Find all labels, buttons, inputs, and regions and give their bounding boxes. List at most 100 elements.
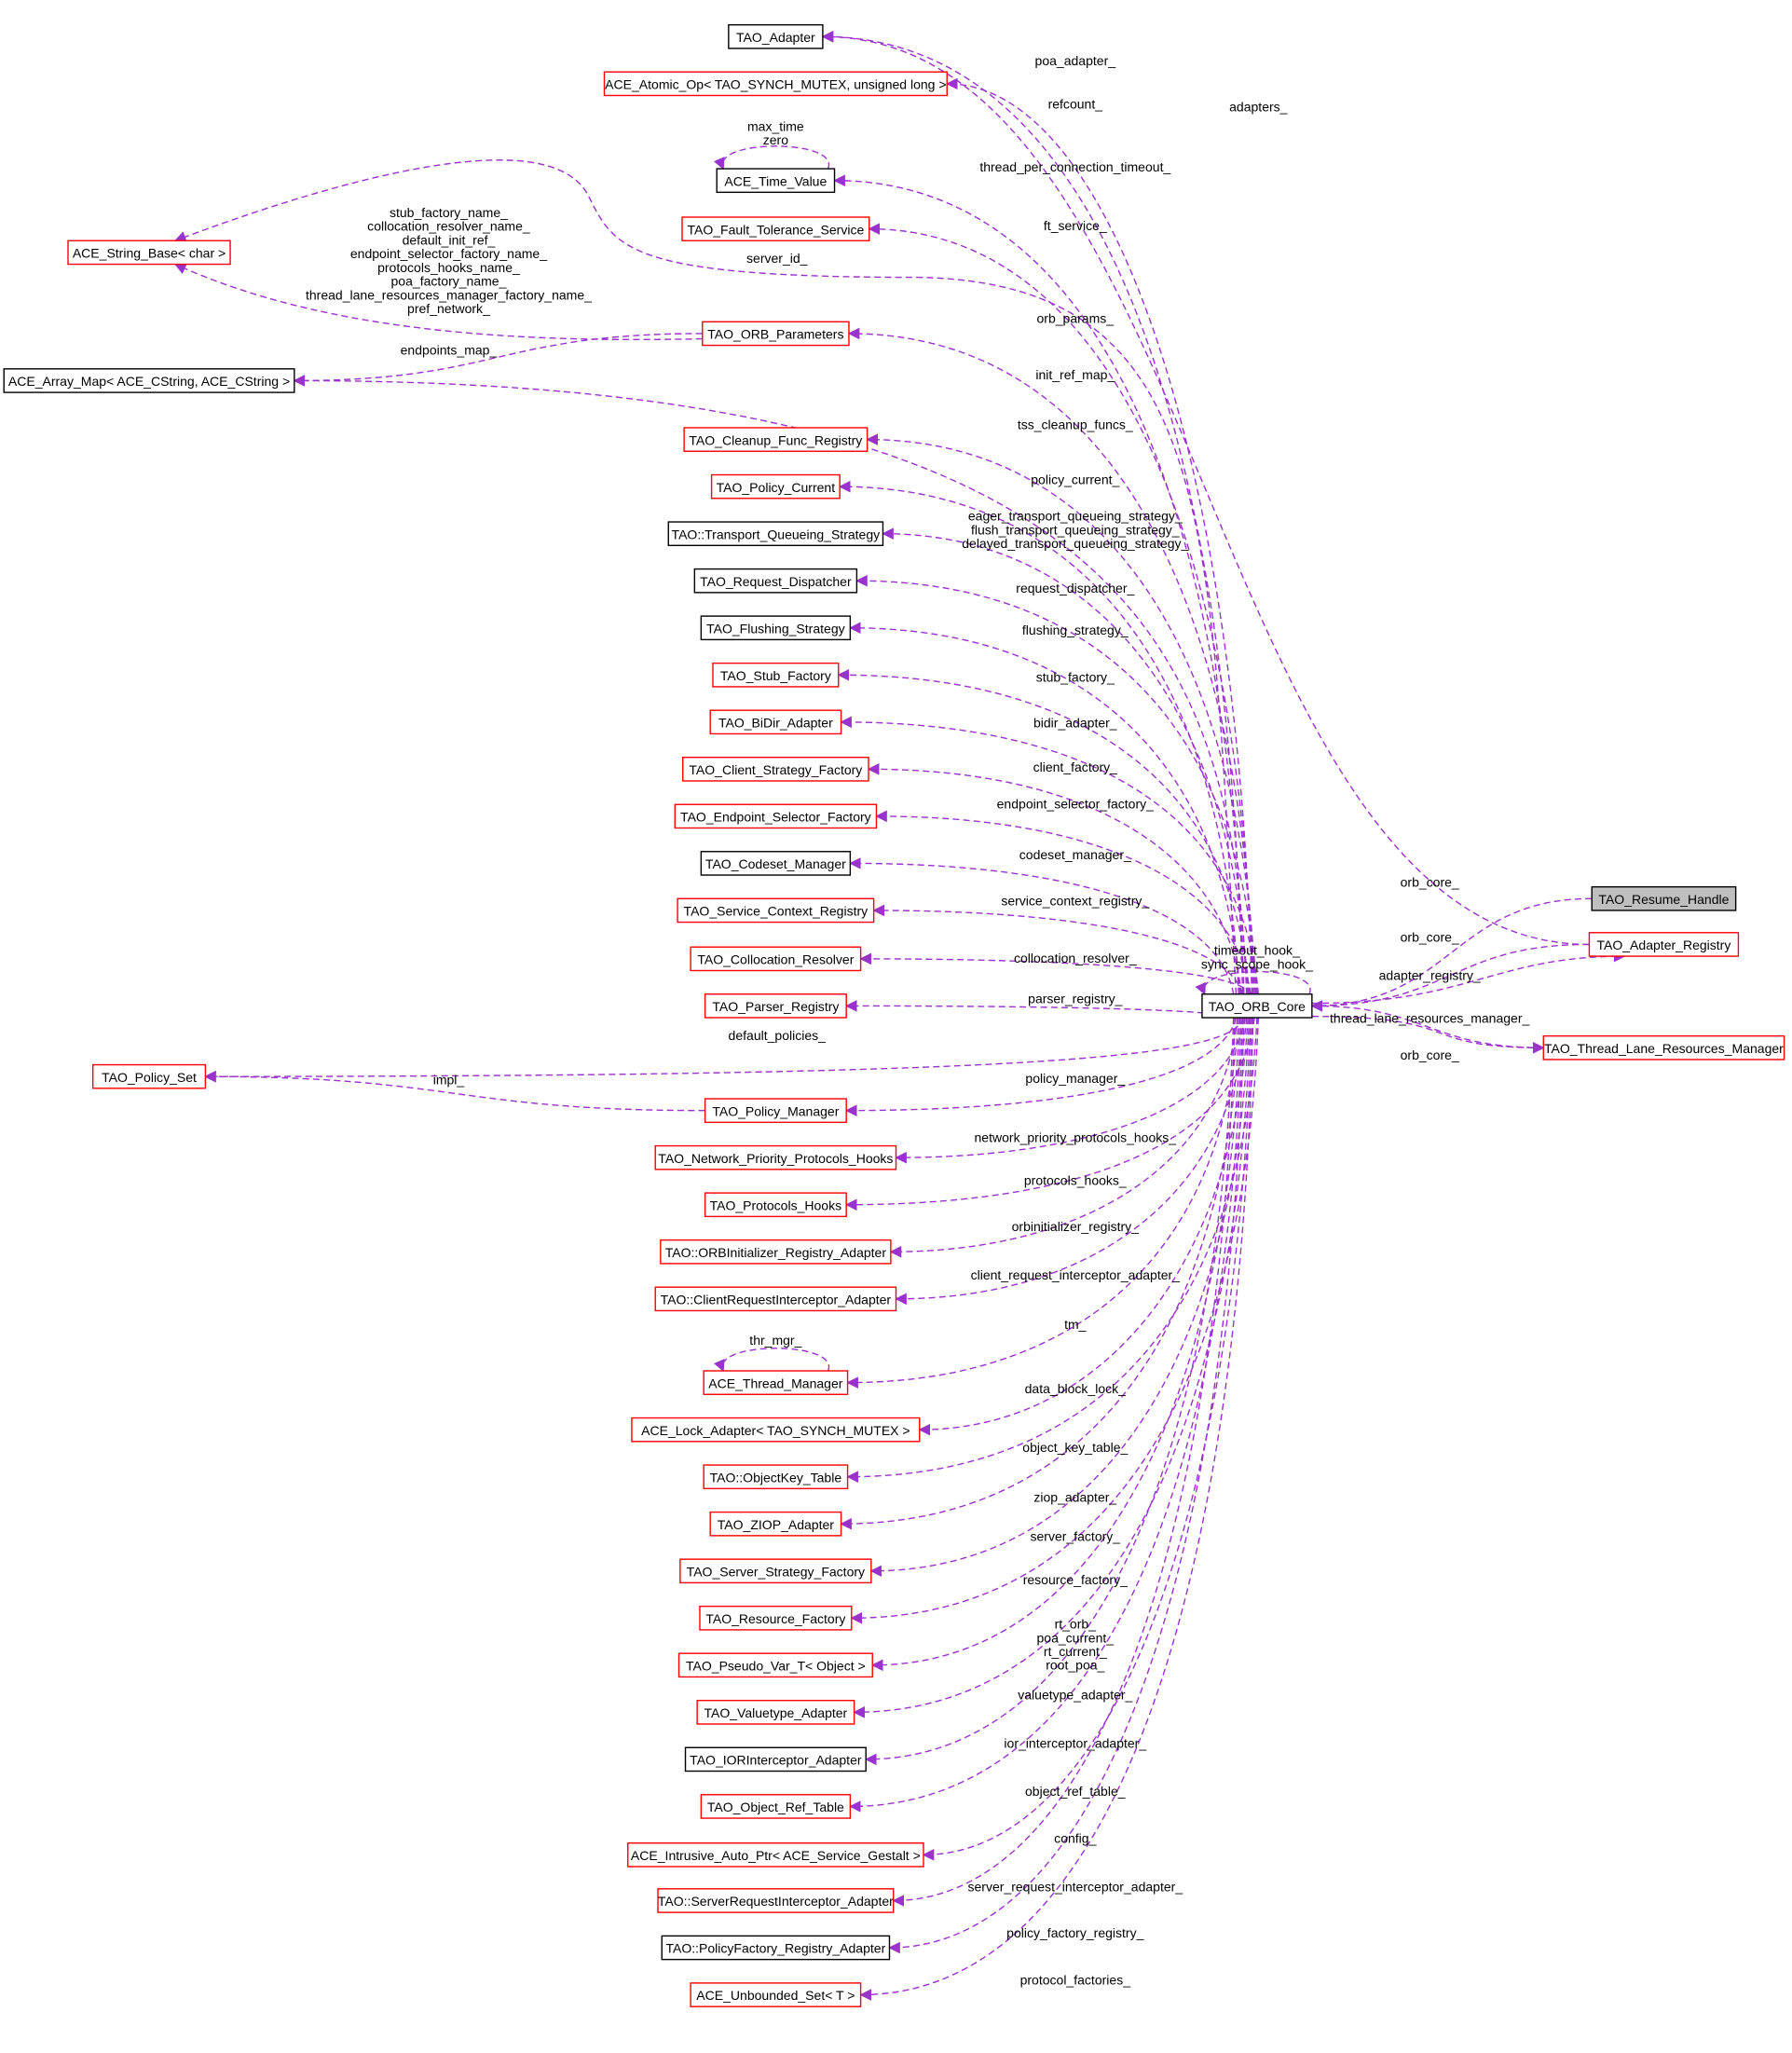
edge-label: orb_params_ <box>1037 311 1115 326</box>
class-node-resume[interactable]: TAO_Resume_Handle <box>1591 885 1737 911</box>
association-edge <box>847 327 1255 994</box>
class-node-flushing[interactable]: TAO_Flushing_Strategy <box>700 615 852 641</box>
association-edge <box>1310 1000 1544 1049</box>
class-node-ziop[interactable]: TAO_ZIOP_Adapter <box>709 1511 842 1537</box>
class-box <box>1201 993 1313 1019</box>
association-edge <box>173 159 1238 994</box>
association-edge <box>1311 1015 1545 1054</box>
class-node-parser[interactable]: TAO_Parser_Registry <box>704 993 847 1019</box>
class-node-threadmgr[interactable]: ACE_Thread_Manager <box>703 1370 849 1395</box>
class-box <box>1542 1034 1785 1061</box>
class-node-iorint[interactable]: TAO_IORInterceptor_Adapter <box>684 1746 867 1772</box>
class-box <box>677 1652 873 1678</box>
association-edge <box>844 1017 1238 1116</box>
edge-label: default_init_ref_ <box>403 232 496 247</box>
class-node-lockadapter[interactable]: ACE_Lock_Adapter< TAO_SYNCH_MUTEX > <box>631 1417 921 1443</box>
edge-label: thread_lane_resources_manager_ <box>1330 1011 1529 1026</box>
association-edge <box>859 952 1252 995</box>
class-name: ACE_Time_Value <box>724 173 827 188</box>
association-edge <box>293 333 703 387</box>
class-node-valuetype[interactable]: TAO_Valuetype_Adapter <box>696 1700 855 1725</box>
class-box <box>91 1063 207 1089</box>
edge-label: protocols_hooks_ <box>1024 1173 1127 1188</box>
class-name: ACE_Thread_Manager <box>708 1376 842 1390</box>
class-box <box>699 1605 853 1631</box>
class-name: TAO_Adapter <box>736 30 815 45</box>
class-node-serverstrat[interactable]: TAO_Server_Strategy_Factory <box>679 1558 872 1584</box>
class-node-svcctx[interactable]: TAO_Service_Context_Registry <box>677 897 875 924</box>
class-name: TAO_Policy_Set <box>102 1070 197 1085</box>
edge-label: codeset_manager_ <box>1019 847 1131 862</box>
class-node-policyfactory[interactable]: TAO::PolicyFactory_Registry_Adapter <box>661 1935 891 1961</box>
class-name: TAO::ClientRequestInterceptor_Adapter <box>661 1293 892 1307</box>
class-name: TAO_Collocation_Resolver <box>697 952 854 967</box>
edge-label: impl_ <box>433 1073 465 1088</box>
class-name: TAO_Fault_Tolerance_Service <box>687 222 864 237</box>
class-node-intrusive[interactable]: ACE_Intrusive_Auto_Ptr< ACE_Service_Gest… <box>627 1842 924 1868</box>
class-node-adapterreg[interactable]: TAO_Adapter_Registry <box>1588 932 1740 957</box>
class-node-clientreq[interactable]: TAO::ClientRequestInterceptor_Adapter <box>654 1286 897 1312</box>
class-node-policyset[interactable]: TAO_Policy_Set <box>91 1063 207 1089</box>
class-node-objkey[interactable]: TAO::ObjectKey_Table <box>703 1464 849 1490</box>
class-node-bidir[interactable]: TAO_BiDir_Adapter <box>709 709 842 735</box>
class-node-orbparams[interactable]: TAO_ORB_Parameters <box>702 321 850 347</box>
association-edge <box>849 1018 1244 1813</box>
class-node-codeset[interactable]: TAO_Codeset_Manager <box>700 851 852 876</box>
class-node-policycurrent[interactable]: TAO_Policy_Current <box>710 473 841 500</box>
association-edge <box>1310 897 1593 1012</box>
edge-label: server_id_ <box>746 251 808 266</box>
class-node-colloc[interactable]: TAO_Collocation_Resolver <box>690 946 862 972</box>
class-node-objref[interactable]: TAO_Object_Ref_Table <box>700 1794 852 1819</box>
class-node-endpointsel[interactable]: TAO_Endpoint_Selector_Factory <box>674 803 878 829</box>
class-name: TAO_Pseudo_Var_T< Object > <box>686 1659 866 1674</box>
class-box <box>677 897 875 924</box>
class-node-orbinit[interactable]: TAO::ORBInitializer_Registry_Adapter <box>660 1239 892 1265</box>
class-box <box>709 709 842 735</box>
class-node-timevalue[interactable]: ACE_Time_Value <box>716 168 836 194</box>
class-node-tlrm[interactable]: TAO_Thread_Lane_Resources_Manager <box>1542 1034 1785 1061</box>
class-node-clientstrat[interactable]: TAO_Client_Strategy_Factory <box>682 757 869 782</box>
class-name: TAO_Parser_Registry <box>712 999 839 1014</box>
edge-label: valuetype_adapter_ <box>1018 1687 1132 1702</box>
class-node-stringbase[interactable]: ACE_String_Base< char > <box>67 240 231 266</box>
class-box <box>693 568 858 594</box>
class-node-serverreq[interactable]: TAO::ServerRequestInterceptor_Adapter <box>657 1888 895 1913</box>
class-node-atomic[interactable]: ACE_Atomic_Op< TAO_SYNCH_MUTEX, unsigned… <box>603 71 948 97</box>
edge-label: resource_factory_ <box>1023 1572 1128 1587</box>
edge-label: thr_mgr_ <box>749 1333 801 1348</box>
class-node-reqdisp[interactable]: TAO_Request_Dispatcher <box>693 568 858 594</box>
class-node-stubfactory[interactable]: TAO_Stub_Factory <box>712 662 840 688</box>
association-edge <box>867 763 1242 994</box>
class-box <box>681 216 870 241</box>
class-name: TAO_Thread_Lane_Resources_Manager <box>1544 1041 1784 1056</box>
edge-label: object_key_table_ <box>1022 1440 1128 1455</box>
class-node-policymgr[interactable]: TAO_Policy_Manager <box>704 1098 847 1124</box>
class-name: TAO_Resume_Handle <box>1598 892 1729 907</box>
class-node-unbounded[interactable]: ACE_Unbounded_Set< T > <box>690 1982 862 2007</box>
class-box <box>683 427 869 452</box>
class-node-ft[interactable]: TAO_Fault_Tolerance_Service <box>681 216 870 241</box>
edge-label: network_priority_protocols_hooks_ <box>975 1129 1177 1144</box>
class-box <box>674 803 878 829</box>
class-node-arraymap[interactable]: ACE_Array_Map< ACE_CString, ACE_CString … <box>3 368 295 393</box>
association-edge <box>173 263 703 341</box>
class-node-adapter[interactable]: TAO_Adapter <box>728 23 824 49</box>
edge-label: server_factory_ <box>1031 1528 1121 1543</box>
class-box <box>3 368 295 393</box>
class-node-orbcore[interactable]: TAO_ORB_Core <box>1201 993 1313 1019</box>
class-name: TAO_Codeset_Manager <box>705 856 846 871</box>
class-name: TAO_Cleanup_Func_Registry <box>689 432 862 447</box>
class-node-tqs[interactable]: TAO::Transport_Queueing_Strategy <box>667 521 884 547</box>
class-node-cleanup[interactable]: TAO_Cleanup_Func_Registry <box>683 427 869 452</box>
class-node-resfactory[interactable]: TAO_Resource_Factory <box>699 1605 853 1631</box>
edge-label: init_ref_map_ <box>1035 367 1115 382</box>
edge-label: endpoint_selector_factory_ <box>997 796 1155 811</box>
association-edge <box>868 223 1254 994</box>
edge-label: timeout_hook_ <box>1214 943 1300 958</box>
class-node-pseudovar[interactable]: TAO_Pseudo_Var_T< Object > <box>677 1652 873 1678</box>
association-edge <box>882 527 1249 994</box>
class-node-protohooks[interactable]: TAO_Protocols_Hooks <box>704 1192 847 1218</box>
class-name: TAO_Object_Ref_Table <box>707 1800 844 1814</box>
edge-label: object_ref_table_ <box>1025 1784 1126 1799</box>
class-node-netprio[interactable]: TAO_Network_Priority_Protocols_Hooks <box>654 1144 897 1170</box>
